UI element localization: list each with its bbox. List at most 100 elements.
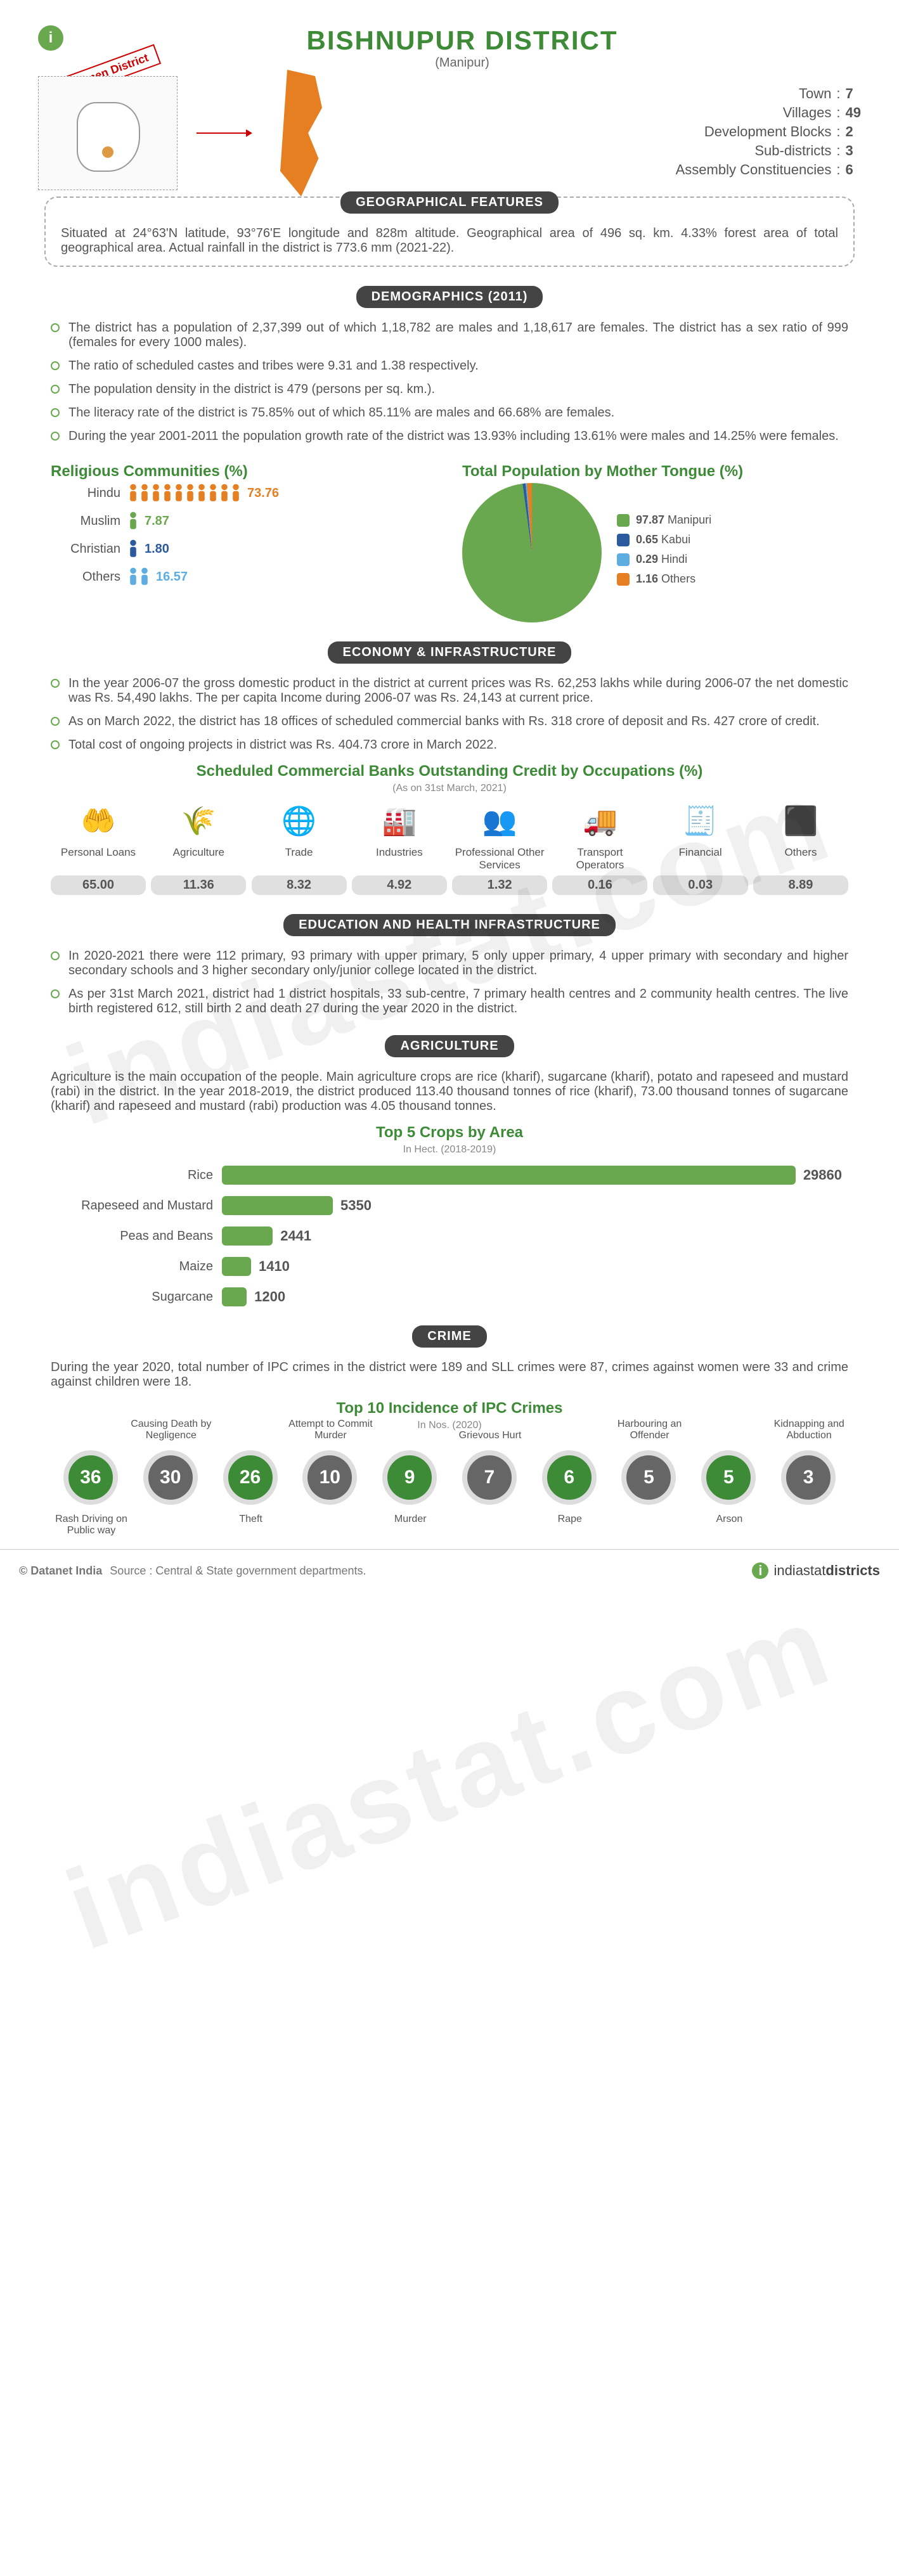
bullet-text: The district has a population of 2,37,39… <box>68 321 848 350</box>
person-icons <box>128 539 138 559</box>
occupation-label: Trade <box>252 846 347 872</box>
bullet-item: During the year 2001-2011 the population… <box>51 429 848 444</box>
credit-title: Scheduled Commercial Banks Outstanding C… <box>38 763 861 780</box>
religion-label: Hindu <box>51 486 120 501</box>
religion-row: Others 16.57 <box>51 567 437 587</box>
bar-value: 2441 <box>280 1228 311 1244</box>
crime-chain-chart: Rash Driving on Public way 36 Causing De… <box>51 1450 848 1505</box>
stat-row: Town : 7 <box>666 86 861 102</box>
bullet-marker <box>51 408 60 417</box>
bar-value: 29860 <box>803 1167 842 1183</box>
crime-label: Kidnapping and Abduction <box>765 1419 853 1441</box>
bullet-marker <box>51 432 60 441</box>
crime-label: Harbouring an Offender <box>605 1419 694 1441</box>
religion-value: 73.76 <box>247 486 279 501</box>
occupations-chart: 🤲 Personal Loans 65.00 🌾 Agriculture 11.… <box>51 804 848 895</box>
person-icons <box>128 483 241 503</box>
crime-value: 5 <box>621 1450 676 1505</box>
bar-value: 5350 <box>340 1197 372 1214</box>
section-agri-title: AGRICULTURE <box>385 1035 514 1057</box>
stat-label: Town <box>666 86 831 102</box>
bar-label: Sugarcane <box>57 1290 222 1304</box>
bar-fill <box>222 1227 273 1246</box>
crime-label: Causing Death by Negligence <box>127 1419 216 1441</box>
bullet-text: In the year 2006-07 the gross domestic p… <box>68 676 848 705</box>
legend-swatch <box>617 514 630 527</box>
occupation-icon: ⬛ <box>753 804 848 842</box>
religion-label: Christian <box>51 542 120 557</box>
religion-label: Muslim <box>51 514 120 529</box>
crime-value: 3 <box>781 1450 836 1505</box>
religion-chart: Hindu 73.76 Muslim 7.87 Christian 1.80 O… <box>51 483 437 587</box>
bullet-text: The population density in the district i… <box>68 382 435 397</box>
stat-value: 49 <box>846 105 861 121</box>
bullet-marker <box>51 740 60 749</box>
bar-fill <box>222 1196 333 1215</box>
religion-value: 1.80 <box>145 542 169 557</box>
crime-label: Rape <box>526 1514 614 1525</box>
section-edu-title: EDUCATION AND HEALTH INFRASTRUCTURE <box>283 914 616 936</box>
page-subtitle: (Manipur) <box>304 56 621 70</box>
watermark: indiastat.com <box>51 1578 849 1976</box>
occupation-item: 👥 Professional Other Services 1.32 <box>452 804 547 895</box>
bullet-marker <box>51 385 60 394</box>
crops-chart-subnote: In Hect. (2018-2019) <box>38 1144 861 1156</box>
bullet-text: The ratio of scheduled castes and tribes… <box>68 359 479 373</box>
stat-value: 3 <box>846 143 853 159</box>
bullet-marker <box>51 679 60 688</box>
bullet-text: As per 31st March 2021, district had 1 d… <box>68 987 848 1016</box>
bullet-text: In 2020-2021 there were 112 primary, 93 … <box>68 949 848 978</box>
crime-node: Rape 6 <box>529 1450 609 1505</box>
legend-text: 97.87 Manipuri <box>636 513 711 527</box>
crime-value: 26 <box>223 1450 278 1505</box>
brand-icon: i <box>752 1562 768 1579</box>
occupation-label: Financial <box>653 846 748 872</box>
bar-fill <box>222 1166 796 1185</box>
bar-fill <box>222 1287 247 1306</box>
legend-row: 1.16 Others <box>617 572 711 586</box>
bar-row: Peas and Beans 2441 <box>57 1227 842 1246</box>
bar-row: Rice 29860 <box>57 1166 842 1185</box>
stat-label: Development Blocks <box>666 124 831 140</box>
bullet-marker <box>51 361 60 370</box>
religion-row: Hindu 73.76 <box>51 483 437 503</box>
crime-node: Grievous Hurt 7 <box>450 1450 529 1505</box>
bullet-marker <box>51 951 60 960</box>
occupation-icon: 👥 <box>452 804 547 842</box>
stat-label: Sub-districts <box>666 143 831 159</box>
crops-bar-chart: Rice 29860 Rapeseed and Mustard 5350 Pea… <box>57 1166 842 1306</box>
tongue-title: Total Population by Mother Tongue (%) <box>462 463 848 480</box>
crime-label: Grievous Hurt <box>446 1430 534 1441</box>
stat-row: Sub-districts : 3 <box>666 143 861 159</box>
occupation-label: Others <box>753 846 848 872</box>
legend-text: 1.16 Others <box>636 572 695 586</box>
bullet-item: The literacy rate of the district is 75.… <box>51 406 848 420</box>
header: i BISHNUPUR DISTRICT (Manipur) Specimen … <box>38 25 861 51</box>
overview-stats: Town : 7 Villages : 49 Development Block… <box>666 86 861 181</box>
occupation-label: Industries <box>352 846 447 872</box>
occupation-label: Professional Other Services <box>452 846 547 872</box>
occupation-value: 1.32 <box>452 875 547 895</box>
crime-node: Kidnapping and Abduction 3 <box>768 1450 848 1505</box>
occupation-label: Personal Loans <box>51 846 146 872</box>
state-map <box>38 76 178 190</box>
section-econ-title: ECONOMY & INFRASTRUCTURE <box>328 641 572 664</box>
bar-label: Rice <box>57 1168 222 1183</box>
bullet-text: During the year 2001-2011 the population… <box>68 429 839 444</box>
occupation-item: 🌾 Agriculture 11.36 <box>151 804 246 895</box>
district-shape <box>266 70 336 196</box>
religion-value: 16.57 <box>156 570 188 584</box>
occupation-label: Transport Operators <box>552 846 647 872</box>
bar-row: Sugarcane 1200 <box>57 1287 842 1306</box>
stat-value: 2 <box>846 124 853 140</box>
crime-value: 5 <box>701 1450 756 1505</box>
footer-source: Source : Central & State government depa… <box>110 1564 366 1578</box>
crime-value: 30 <box>143 1450 198 1505</box>
occupation-value: 8.32 <box>252 875 347 895</box>
legend-row: 0.29 Hindi <box>617 553 711 566</box>
occupation-item: 🚚 Transport Operators 0.16 <box>552 804 647 895</box>
bullet-text: The literacy rate of the district is 75.… <box>68 406 614 420</box>
crime-node: Theft 26 <box>210 1450 290 1505</box>
bullet-item: The ratio of scheduled castes and tribes… <box>51 359 848 373</box>
person-icons <box>128 567 150 587</box>
